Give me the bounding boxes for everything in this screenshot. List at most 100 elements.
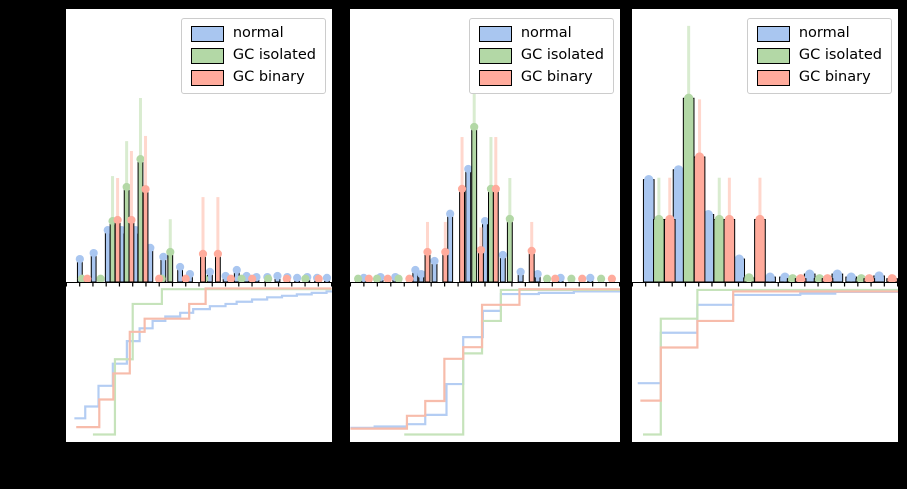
gc_binary-marker	[198, 249, 208, 258]
gc_binary-marker	[83, 274, 92, 282]
gc_isolated-marker	[470, 122, 479, 132]
normal-marker	[703, 209, 713, 220]
legend-label: GC isolated	[798, 47, 882, 64]
normal-marker	[417, 269, 426, 279]
panel1-histogram-svg	[75, 97, 332, 282]
gc_isolated-marker	[505, 214, 514, 224]
gc_binary-marker	[694, 152, 705, 162]
gc_isolated-marker	[264, 274, 273, 282]
gc_binary-marker	[665, 214, 675, 225]
normal-bar	[447, 213, 454, 282]
normal-marker	[533, 269, 542, 279]
panel1-legend: normal GC isolated GC binary	[180, 18, 326, 94]
gc_isolated-marker	[354, 274, 363, 282]
legend-label: GC binary	[798, 69, 871, 86]
gc_binary-bar	[200, 253, 206, 282]
gc_binary-marker	[864, 274, 874, 282]
normal-ecdf-line	[74, 289, 332, 419]
panel3-histogram-svg	[642, 25, 898, 282]
legend-label: normal	[232, 25, 284, 42]
gc_binary-bar	[142, 188, 149, 282]
gc_isolated-bar	[471, 126, 478, 282]
gc_binary-marker	[213, 249, 222, 258]
gc_binary-ecdf-line	[76, 286, 332, 428]
gc_binary-marker	[887, 274, 897, 282]
gc_isolated-marker	[744, 273, 754, 282]
panel2-cdf-svg	[350, 282, 620, 436]
gc_binary-bar	[114, 219, 121, 282]
normal-swatch	[756, 26, 790, 42]
legend-label: normal	[520, 25, 572, 42]
gc_binary-ecdf-line	[640, 289, 898, 402]
normal-swatch	[478, 26, 512, 42]
gc_binary-ecdf-line	[350, 287, 620, 430]
gc_isolated-ecdf-line	[404, 288, 620, 436]
normal-marker	[765, 272, 775, 282]
normal-marker	[293, 273, 302, 282]
panel3-cdf-svg	[632, 282, 898, 436]
normal-marker	[446, 209, 455, 218]
gc_isolated-marker	[372, 274, 382, 282]
gc_isolated-bar	[653, 218, 665, 282]
gc_binary-marker	[314, 274, 323, 282]
gc_binary-marker	[607, 274, 616, 282]
gc_binary-bar	[754, 218, 766, 282]
gc_binary-bar	[528, 250, 535, 282]
legend-item-gc-isolated: GC isolated	[756, 47, 882, 64]
normal-marker	[232, 265, 241, 275]
normal-marker	[89, 248, 98, 258]
normal-marker	[846, 272, 856, 282]
gc_binary-marker	[724, 214, 734, 225]
normal-marker	[411, 265, 420, 275]
legend-item-gc-binary: GC binary	[478, 69, 604, 86]
gc_isolated-bar	[506, 218, 513, 282]
normal-ecdf-line	[637, 290, 898, 384]
gc_binary-marker	[578, 274, 587, 282]
normal-marker	[586, 273, 595, 282]
gc_isolated-marker	[567, 274, 576, 282]
legend-item-gc-isolated: GC isolated	[190, 47, 316, 64]
gc_binary-bar	[478, 249, 484, 282]
normal-swatch	[190, 26, 224, 42]
gc_binary-marker	[248, 274, 257, 282]
legend-item-gc-binary: GC binary	[190, 69, 316, 86]
gc_binary-marker	[476, 245, 486, 255]
normal-marker	[176, 262, 185, 272]
legend-item-gc-isolated: GC isolated	[478, 47, 604, 64]
gc-binary-swatch	[756, 70, 790, 86]
gc_isolated-bar	[167, 251, 174, 282]
normal-marker	[464, 164, 473, 174]
gc-binary-swatch	[190, 70, 224, 86]
gc_isolated-bar	[682, 97, 695, 282]
gc_isolated-marker	[136, 155, 145, 164]
gc_binary-marker	[282, 274, 291, 282]
gc-binary-swatch	[478, 70, 512, 86]
normal-marker	[75, 254, 84, 264]
normal-bar	[104, 229, 111, 282]
gc_isolated-marker	[597, 274, 606, 282]
normal-marker	[516, 267, 525, 276]
gc_binary-bar	[492, 188, 499, 282]
legend-item-normal: normal	[756, 25, 882, 42]
gc_isolated-marker	[714, 214, 724, 225]
gc_isolated-marker	[96, 274, 105, 282]
panel2-histogram-axes: normal GC isolated GC binary	[349, 8, 621, 283]
gc_binary-marker	[423, 247, 432, 257]
normal-marker	[322, 273, 332, 282]
normal-marker	[205, 267, 215, 276]
normal-marker	[430, 256, 439, 266]
gc_binary-marker	[127, 215, 136, 225]
normal-bar	[465, 168, 472, 282]
normal-bar	[147, 247, 154, 282]
gc_isolated-marker	[237, 274, 246, 282]
gc_isolated-marker	[654, 214, 664, 225]
gc_isolated-bar	[488, 188, 494, 282]
gc_binary-marker	[181, 274, 190, 282]
gc_isolated-bar	[713, 218, 726, 282]
gc_binary-bar	[459, 188, 465, 282]
gc_isolated-marker	[684, 93, 694, 103]
gc_binary-marker	[551, 274, 560, 282]
normal-marker	[480, 217, 490, 226]
normal-marker	[673, 165, 684, 175]
gc-isolated-swatch	[756, 48, 790, 64]
